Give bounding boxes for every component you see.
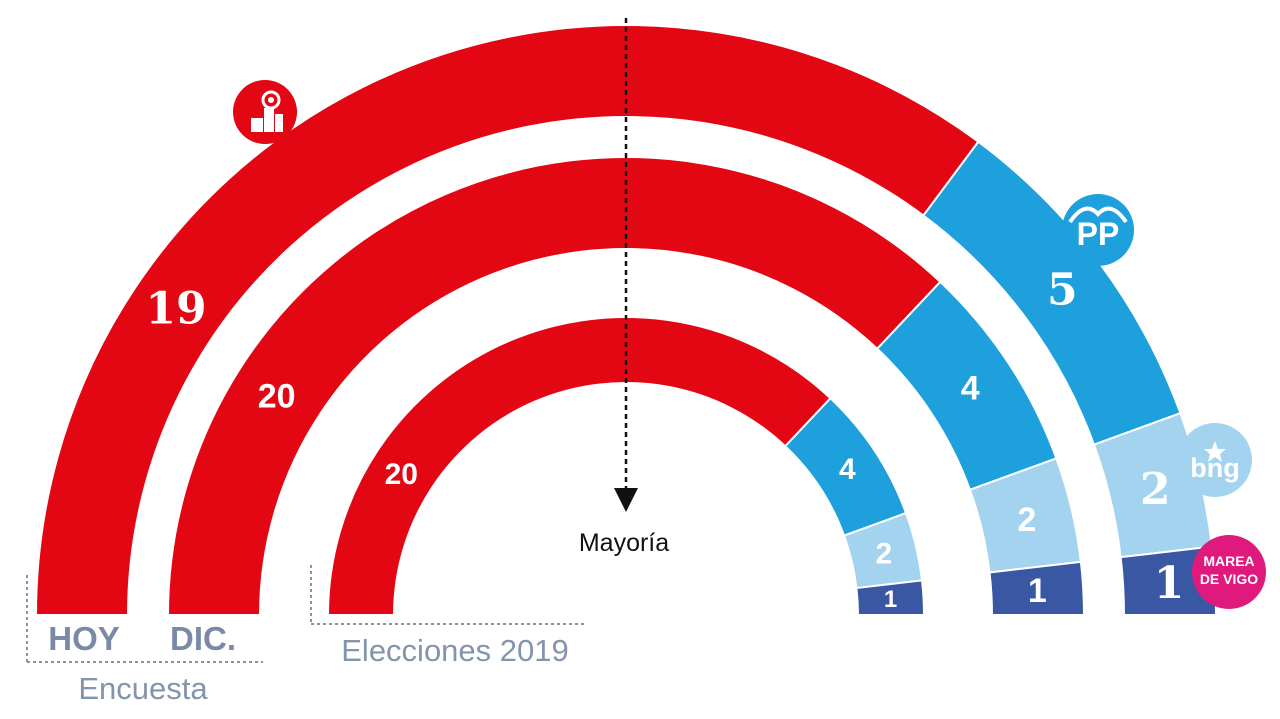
majority-line [614,18,638,512]
marea-logo-line1: MAREA [1203,553,1254,569]
elecciones-label: Elecciones 2019 [341,633,569,668]
seat-label-pp-ring-1: 4 [961,370,980,408]
seat-label-psoe-ring-1: 20 [258,378,296,416]
arc-marea-ring-2 [855,579,926,616]
bng-logo-icon: bng [1178,423,1252,497]
seat-label-marea-ring-0: 1 [1154,558,1185,609]
seat-label-psoe-ring-0: 19 [145,284,206,335]
majority-label: Mayoría [579,529,669,557]
elecciones-bracket [310,565,585,625]
seat-label-pp-ring-0: 5 [1047,265,1078,316]
encuesta-bracket [26,575,263,663]
seat-label-marea-ring-2: 1 [884,586,897,613]
marea-logo-line2: DE VIGO [1200,571,1258,587]
seat-label-pp-ring-2: 4 [839,453,856,486]
seat-arcs [34,24,1218,616]
seat-label-psoe-ring-2: 20 [385,458,418,491]
seat-labels: 19 5 2 1 20 4 2 1 20 4 2 1 [145,265,1184,613]
pp-logo-icon: PP [1062,194,1134,266]
psoe-logo-icon [233,80,297,144]
seat-label-marea-ring-1: 1 [1028,572,1047,610]
marea-logo-icon: MAREA DE VIGO [1192,535,1266,609]
encuesta-label: Encuesta [78,671,208,706]
category-hoy: HOY [48,620,120,657]
arc-psoe-ring-0 [34,24,980,616]
seat-label-bng-ring-0: 2 [1140,464,1171,515]
seat-label-bng-ring-2: 2 [876,537,893,570]
arc-psoe-ring-1 [166,156,942,616]
bng-logo-text: bng [1190,453,1239,483]
arc-marea-ring-1 [988,560,1086,616]
svg-text:PP: PP [1077,216,1120,252]
seat-label-bng-ring-1: 2 [1017,501,1036,539]
arc-psoe-ring-2 [326,316,832,616]
category-dic: DIC. [170,620,236,657]
